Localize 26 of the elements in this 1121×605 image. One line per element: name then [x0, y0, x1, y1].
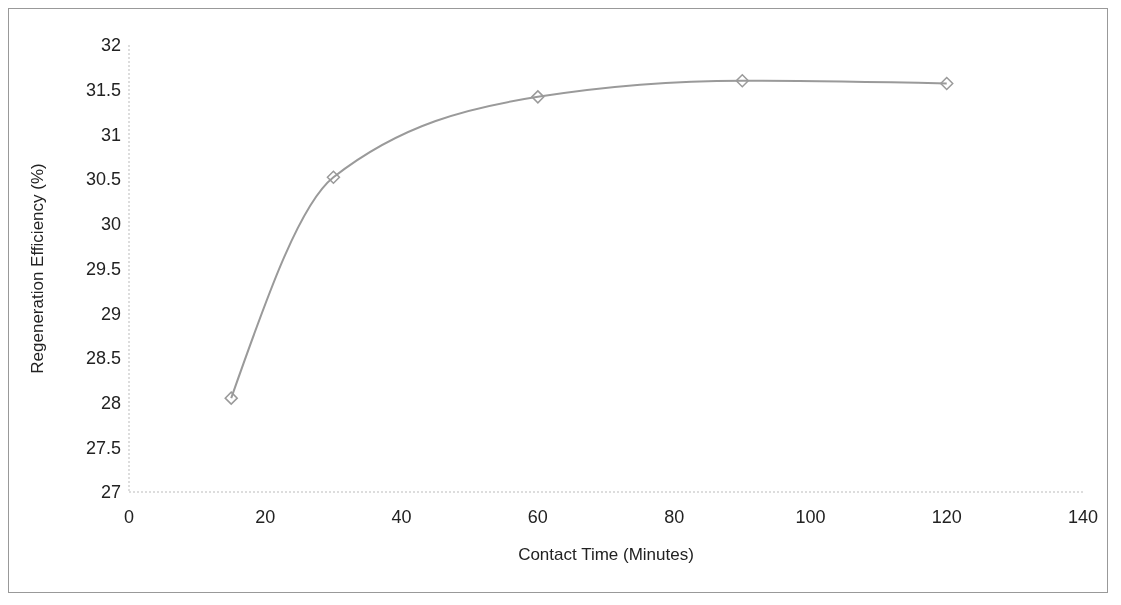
- x-tick-label: 40: [391, 506, 412, 527]
- point: [735, 74, 750, 88]
- y-tick-label: 27: [100, 482, 121, 503]
- point: [224, 391, 238, 405]
- x-tick-label: 0: [123, 506, 135, 527]
- x-tick-label: 60: [527, 506, 548, 527]
- point: [939, 76, 954, 91]
- x-axis-title: Contact Time (Minutes): [518, 545, 694, 564]
- y-tick-label: 32: [100, 35, 121, 56]
- y-tick-label: 30.5: [85, 169, 121, 190]
- y-axis-title: Regeneration Efficiency (%): [28, 163, 48, 374]
- x-tick-label: 140: [1067, 506, 1099, 527]
- y-tick-label: 27.5: [85, 437, 121, 458]
- y-tick-label: 31: [100, 124, 121, 145]
- y-tick-label: 30: [100, 214, 121, 235]
- x-tick-label: 100: [795, 506, 826, 527]
- point: [326, 170, 341, 185]
- x-tick-label: 20: [255, 506, 276, 527]
- y-tick-label: 29.5: [85, 258, 121, 279]
- x-tick-label: 80: [664, 506, 685, 527]
- y-tick-label: 31.5: [85, 80, 121, 101]
- point: [531, 90, 545, 104]
- x-tick-label: 120: [931, 506, 962, 527]
- y-tick-label: 28.5: [85, 348, 121, 369]
- y-tick-label: 28: [100, 392, 121, 413]
- y-tick-label: 29: [100, 303, 121, 324]
